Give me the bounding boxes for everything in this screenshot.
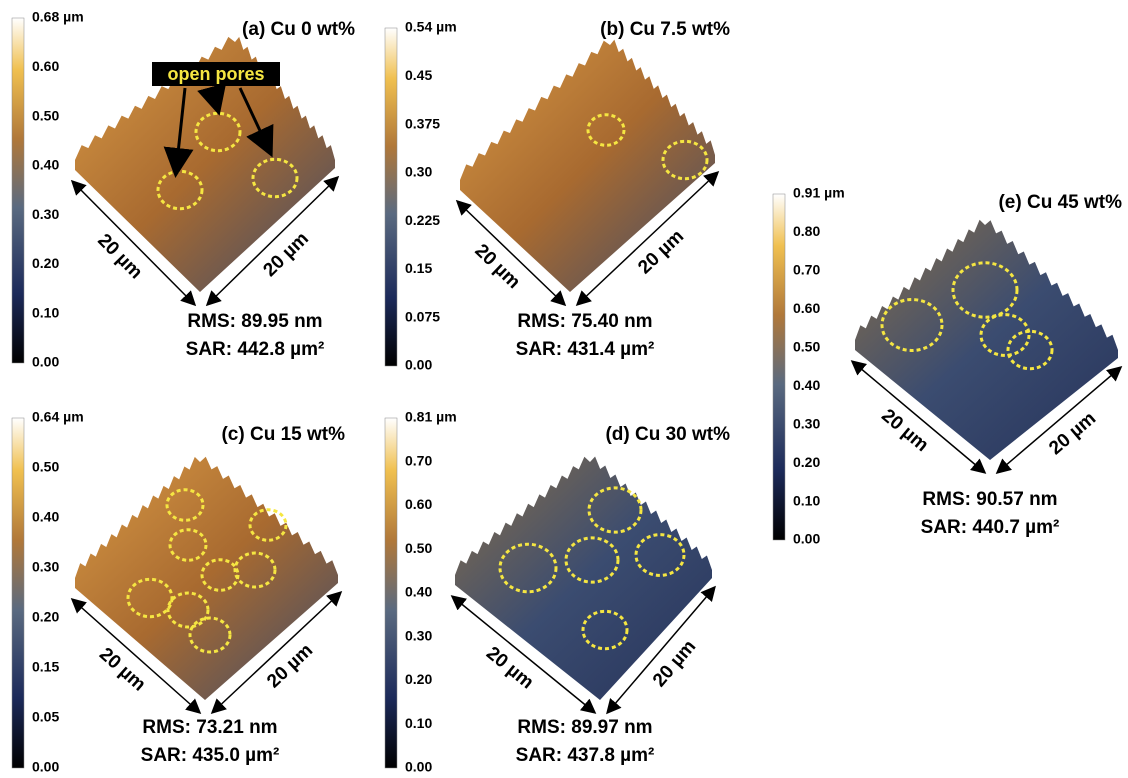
colorbar-label: 0.40: [32, 509, 59, 525]
rms-value: RMS: 75.40 nm: [517, 311, 652, 332]
colorbar-label: 0.91 µm: [793, 185, 845, 201]
colorbar-label: 0.50: [32, 107, 59, 123]
colorbar-label: 0.80: [793, 223, 820, 239]
scale-label: 20 µm: [877, 405, 932, 456]
rms-value: RMS: 89.97 nm: [517, 717, 652, 738]
colorbar-label: 0.50: [32, 459, 59, 475]
colorbar-label: 0.00: [793, 531, 820, 547]
sar-value: SAR: 435.0 µm²: [141, 745, 280, 766]
colorbar-label: 0.30: [32, 206, 59, 222]
colorbar: [385, 28, 397, 366]
colorbar-label: 0.54 µm: [405, 19, 457, 35]
colorbar-label: 0.15: [32, 659, 59, 675]
colorbar-label: 0.225: [405, 212, 440, 228]
colorbar-label: 0.81 µm: [405, 409, 457, 425]
colorbar-label: 0.60: [32, 58, 59, 74]
colorbar-label: 0.10: [793, 492, 820, 508]
colorbar-label: 0.30: [793, 415, 820, 431]
colorbar-label: 0.30: [405, 164, 432, 180]
scale-label: 20 µm: [93, 230, 146, 283]
colorbar-label: 0.30: [405, 627, 432, 643]
colorbar-label: 0.15: [405, 260, 432, 276]
colorbar: [12, 418, 24, 768]
colorbar: [12, 18, 24, 363]
colorbar-label: 0.70: [793, 262, 820, 278]
colorbar-label: 0.68 µm: [32, 9, 84, 25]
colorbar-label: 0.375: [405, 115, 440, 131]
sar-value: SAR: 442.8 µm²: [186, 339, 325, 360]
colorbar-label: 0.60: [405, 496, 432, 512]
colorbar-label: 0.10: [405, 715, 432, 731]
colorbar-label: 0.50: [793, 338, 820, 354]
colorbar-label: 0.00: [32, 354, 59, 370]
colorbar-label: 0.20: [32, 255, 59, 271]
colorbar-label: 0.20: [405, 671, 432, 687]
scale-label: 20 µm: [471, 240, 525, 293]
rms-value: RMS: 73.21 nm: [142, 717, 277, 738]
rms-value: RMS: 90.57 nm: [922, 489, 1057, 510]
colorbar: [385, 418, 397, 768]
colorbar: [773, 194, 785, 540]
panel-title: (c) Cu 15 wt%: [221, 424, 345, 445]
annotation: open pores: [167, 64, 264, 84]
colorbar-label: 0.64 µm: [32, 409, 84, 425]
colorbar-label: 0.60: [793, 300, 820, 316]
scale-label: 20 µm: [263, 640, 317, 692]
scale-label: 20 µm: [649, 636, 700, 691]
colorbar-label: 0.00: [405, 759, 432, 773]
colorbar-label: 0.70: [405, 452, 432, 468]
sar-value: SAR: 437.8 µm²: [516, 745, 655, 766]
sar-value: SAR: 440.7 µm²: [921, 517, 1060, 538]
colorbar-label: 0.20: [793, 454, 820, 470]
colorbar-label: 0.45: [405, 67, 432, 83]
colorbar-label: 0.30: [32, 559, 59, 575]
sar-value: SAR: 431.4 µm²: [516, 339, 655, 360]
colorbar-label: 0.00: [32, 759, 59, 773]
colorbar-label: 0.05: [32, 709, 59, 725]
panel-title: (d) Cu 30 wt%: [605, 424, 730, 445]
rms-value: RMS: 89.95 nm: [187, 311, 322, 332]
panel-title: (a) Cu 0 wt%: [242, 19, 355, 40]
colorbar-label: 0.075: [405, 308, 440, 324]
panel-title: (b) Cu 7.5 wt%: [600, 19, 730, 40]
colorbar-label: 0.40: [405, 584, 432, 600]
figure: 0.68 µm 0.60 0.50 0.40 0.30 0.20 0.10 0.00 (a) C…: [0, 0, 1128, 773]
colorbar-label: 0.40: [793, 377, 820, 393]
colorbar-label: 0.00: [405, 357, 432, 373]
scale-label: 20 µm: [95, 644, 150, 696]
colorbar-label: 0.50: [405, 540, 432, 556]
colorbar-label: 0.10: [32, 304, 59, 320]
colorbar-label: 0.20: [32, 609, 59, 625]
colorbar-label: 0.40: [32, 157, 59, 173]
scale-label: 20 µm: [1045, 408, 1100, 459]
scale-label: 20 µm: [634, 226, 688, 279]
scale-label: 20 µm: [259, 228, 312, 281]
scale-label: 20 µm: [482, 643, 537, 694]
panel-title: (e) Cu 45 wt%: [998, 192, 1122, 213]
